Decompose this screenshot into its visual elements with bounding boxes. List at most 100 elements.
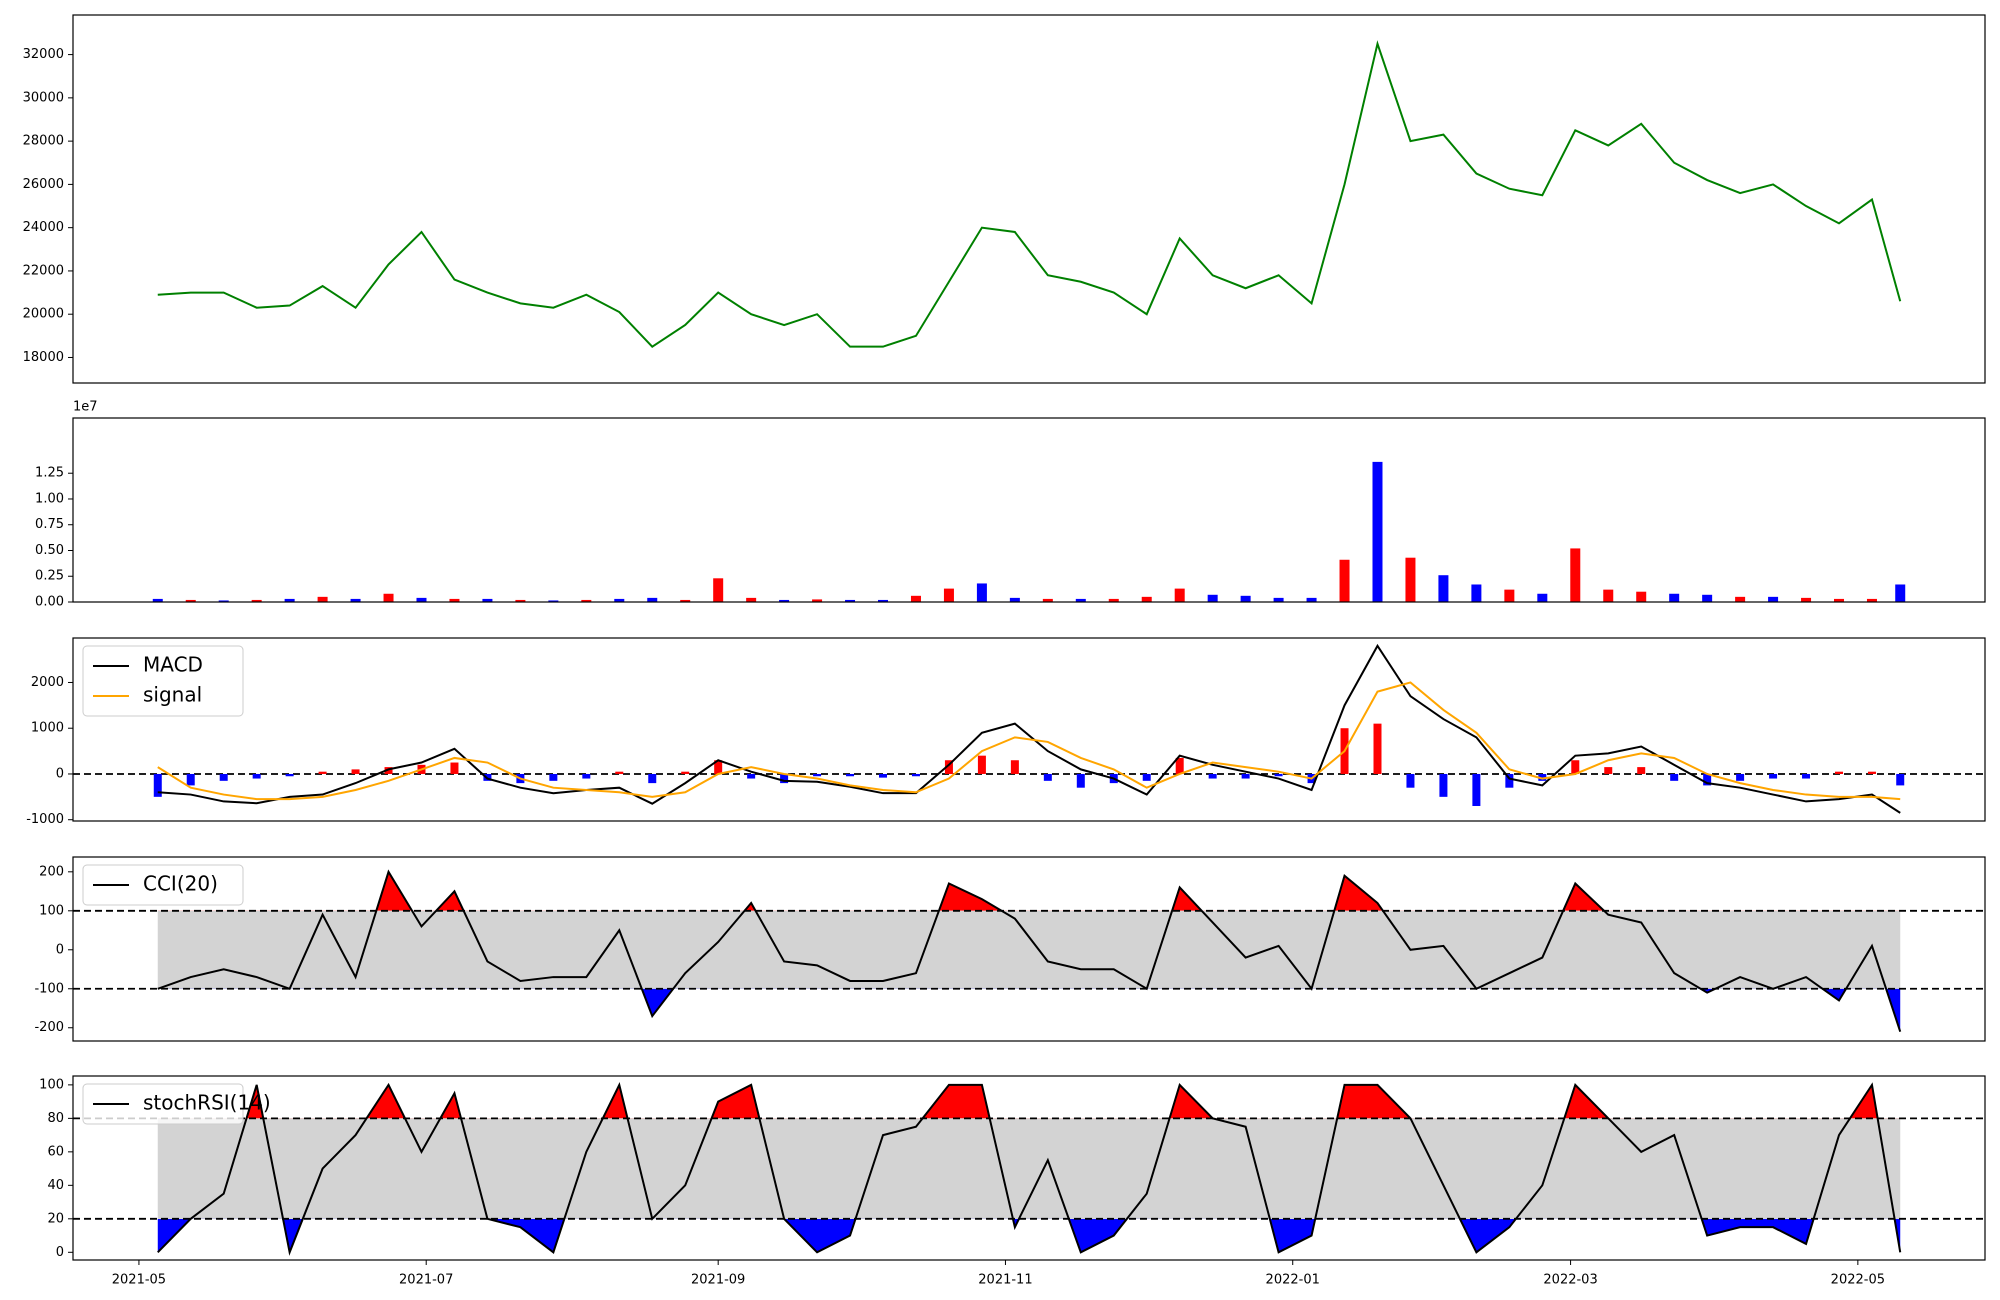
legend-box (82, 864, 244, 906)
bar (350, 598, 361, 602)
bar (779, 599, 790, 602)
bar (1768, 596, 1779, 602)
bar (1174, 588, 1185, 602)
y-tick-label: 0.75 (35, 517, 64, 532)
histogram-bar (1142, 773, 1151, 781)
y-tick-label: -200 (34, 1020, 64, 1035)
x-tick-label: 2021-05 (112, 1273, 166, 1288)
bar (1075, 598, 1086, 602)
panel (73, 1081, 1985, 1256)
bar (1504, 589, 1515, 602)
bar (449, 598, 460, 602)
bar (1240, 595, 1251, 602)
panel (73, 869, 1985, 1032)
histogram-bar (1896, 773, 1905, 786)
bar (515, 599, 526, 602)
series-line (157, 643, 1901, 814)
histogram-bar (384, 767, 393, 774)
y-tick-label: 24000 (23, 220, 64, 235)
bar (910, 595, 921, 602)
legend-label: CCI(20) (143, 872, 218, 896)
histogram-bar (1802, 773, 1811, 779)
bar (680, 599, 691, 602)
bar (1702, 594, 1713, 602)
histogram-bar (681, 771, 690, 774)
histogram-bar (780, 773, 789, 784)
panel (157, 40, 1902, 348)
bar (1405, 557, 1416, 602)
bar (845, 599, 856, 602)
x-tick-label: 2022-05 (1831, 1273, 1885, 1288)
histogram-bar (219, 773, 228, 781)
histogram-bar (318, 771, 327, 774)
bar (416, 597, 427, 602)
band (157, 910, 1901, 989)
axes-frame (72, 417, 1986, 603)
legend-label: MACD (143, 653, 203, 677)
histogram-bar (1571, 760, 1580, 774)
x-tick-label: 2022-03 (1543, 1273, 1597, 1288)
histogram-bar (1043, 773, 1052, 781)
y-tick-label: 32000 (23, 47, 64, 62)
bar (1438, 575, 1449, 602)
histogram-bar (153, 773, 162, 797)
histogram-bar (1439, 773, 1448, 797)
bar (1273, 597, 1284, 602)
y-tick-label: 30000 (23, 90, 64, 105)
histogram-bar (1076, 773, 1085, 788)
legend-box (82, 1083, 244, 1125)
y-tick-label: 0 (56, 766, 64, 781)
bar (1895, 584, 1906, 602)
histogram-bar (1472, 773, 1481, 806)
bar (1042, 598, 1053, 602)
bar (185, 599, 196, 602)
legend-box (82, 645, 244, 717)
histogram-bar (1769, 773, 1778, 779)
x-tick-label: 2021-07 (399, 1273, 453, 1288)
bar (383, 593, 394, 602)
bar (1306, 597, 1317, 602)
histogram-bar (1208, 773, 1217, 779)
histogram-bar (1175, 757, 1184, 774)
x-tick-label: 2021-09 (691, 1273, 745, 1288)
bar (812, 599, 823, 602)
y-tick-label: 100 (39, 903, 64, 918)
y-tick-label: 60 (47, 1144, 64, 1159)
axes-frame (72, 1075, 1986, 1261)
histogram-bar (1670, 773, 1679, 781)
histogram-bar (1736, 773, 1745, 781)
y-tick-label: 1.25 (35, 466, 64, 481)
bar (1471, 584, 1482, 602)
x-tick-label: 2022-01 (1266, 1273, 1320, 1288)
histogram-bar (977, 755, 986, 774)
y-tick-label: 0 (56, 942, 64, 957)
histogram-bar (648, 773, 657, 784)
y-tick-label: 40 (47, 1178, 64, 1193)
histogram-bar (1406, 773, 1415, 788)
bar (284, 598, 295, 602)
series-line (157, 40, 1902, 348)
axes-frame (72, 14, 1986, 384)
bar (251, 599, 262, 602)
histogram-bar (944, 760, 953, 774)
y-offset-label: 1e7 (73, 400, 98, 415)
y-tick-label: 1000 (31, 721, 64, 736)
bar (1207, 594, 1218, 602)
histogram-bar (1505, 773, 1514, 788)
histogram-bar (1241, 773, 1250, 779)
panel (73, 643, 1985, 814)
bar (581, 599, 592, 602)
bar (713, 578, 724, 602)
y-tick-label: 0.00 (35, 595, 64, 610)
y-tick-label: 2000 (31, 675, 64, 690)
y-tick-label: 26000 (23, 177, 64, 192)
band (157, 1118, 1901, 1219)
y-tick-label: 200 (39, 864, 64, 879)
panel (152, 461, 1906, 602)
y-tick-label: 28000 (23, 134, 64, 149)
bar (746, 597, 757, 602)
histogram-bar (1538, 773, 1547, 781)
bar (548, 600, 559, 602)
histogram-bar (879, 773, 888, 778)
